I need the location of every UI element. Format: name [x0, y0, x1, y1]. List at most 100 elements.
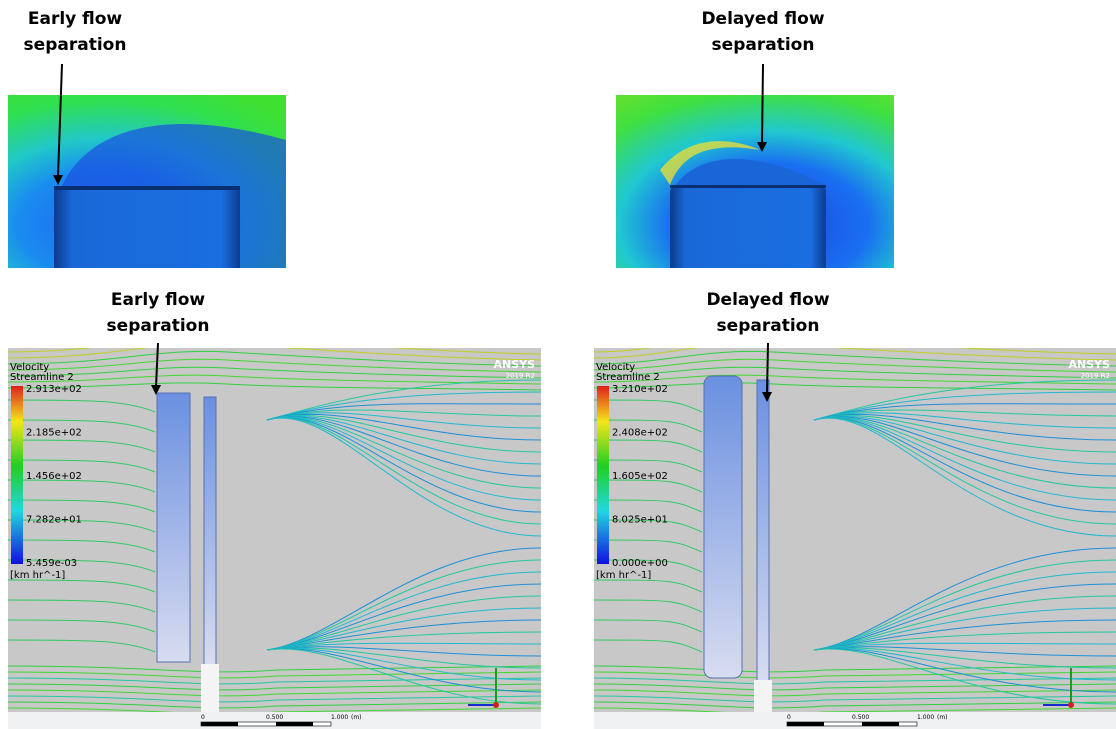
- streamline: [813, 409, 1116, 421]
- streamline: [8, 499, 156, 513]
- logo-version: 2019 R2: [506, 372, 535, 380]
- legend-value: 2.913e+02: [26, 384, 82, 395]
- streamline: [594, 399, 703, 413]
- plate: [756, 379, 770, 683]
- streamline: [8, 559, 156, 573]
- streamline: [8, 350, 541, 367]
- streamline: [266, 647, 541, 669]
- label: separation: [712, 35, 815, 55]
- streamline: [813, 648, 1116, 705]
- streamline: [8, 419, 156, 433]
- streamline: [8, 459, 156, 473]
- logo: ANSYS: [493, 358, 535, 371]
- arrow-head: [151, 385, 161, 395]
- streamline: [8, 479, 156, 493]
- streamline: [594, 374, 1116, 385]
- streamline: [813, 417, 1116, 537]
- streamline: [266, 379, 541, 421]
- streamline: [594, 358, 1116, 373]
- streamline: [813, 547, 1116, 651]
- scale-tick: 0.500: [852, 714, 869, 721]
- scale-unit: (m): [937, 714, 948, 721]
- streamline: [594, 479, 703, 493]
- streamline: [8, 677, 541, 685]
- streamline: [266, 631, 541, 651]
- streamline: [594, 619, 703, 633]
- legend-value: 5.459e-03: [26, 558, 77, 569]
- label: Delayed flow: [706, 290, 829, 310]
- streamline: [813, 647, 1116, 681]
- label: Early flow: [111, 290, 206, 310]
- streamline: [594, 579, 703, 593]
- streamline: [813, 642, 1116, 651]
- streamline: [813, 559, 1116, 651]
- streamline: [8, 579, 156, 593]
- streamline: [594, 701, 1116, 709]
- streamline: [813, 607, 1116, 651]
- scale-tick: 0: [787, 714, 791, 721]
- streamline: [266, 403, 541, 421]
- streamline: [813, 631, 1116, 651]
- scale-bar: [276, 722, 313, 726]
- streamline: [8, 671, 541, 679]
- scale-tick: 0: [201, 714, 205, 721]
- scale-bar: [787, 722, 824, 726]
- axis-origin: [493, 702, 499, 708]
- streamline: [594, 519, 703, 533]
- streamline: [8, 519, 156, 533]
- streamline: [8, 683, 541, 691]
- colorbar: [11, 386, 23, 564]
- label: separation: [107, 316, 210, 336]
- streamline: [813, 413, 1116, 441]
- legend-subtitle: Streamline 2: [10, 372, 74, 383]
- streamline: [813, 647, 1116, 669]
- streamline: [8, 639, 156, 653]
- closeup-delayed: [616, 95, 894, 268]
- streamline: [266, 559, 541, 651]
- streamline: [8, 539, 156, 553]
- arrow-head: [762, 392, 772, 402]
- legend-value: 0.000e+00: [612, 558, 668, 569]
- streamline: [266, 607, 541, 651]
- streamline: [266, 571, 541, 651]
- legend-unit: [km hr^-1]: [596, 570, 651, 581]
- streamline: [813, 646, 1116, 657]
- scale-bar: [201, 722, 238, 726]
- streamline: [594, 366, 1116, 379]
- streamline: [266, 417, 541, 537]
- streamline: [594, 559, 703, 573]
- streamline: [8, 439, 156, 453]
- axis-origin: [1068, 702, 1074, 708]
- streamline: [594, 350, 1116, 367]
- streamline: [594, 419, 703, 433]
- arrow: [155, 342, 159, 388]
- legend-value: 1.456e+02: [26, 471, 82, 482]
- label: separation: [24, 35, 127, 55]
- streamline: [594, 683, 1116, 691]
- colorbar: [597, 386, 609, 564]
- streamline: [594, 695, 1116, 703]
- streamline: [594, 439, 703, 453]
- streamline: [594, 539, 703, 553]
- streamline: [594, 382, 1116, 391]
- streamline: [594, 689, 1116, 697]
- streamline: [813, 415, 1116, 465]
- scale-tick: 1.000: [331, 714, 348, 721]
- arrow: [761, 63, 764, 145]
- streamline: [8, 695, 541, 703]
- streamline: [813, 648, 1116, 693]
- streamline: [8, 348, 541, 355]
- scale-unit: (m): [351, 714, 362, 721]
- streamline: [594, 459, 703, 473]
- legend-subtitle: Streamline 2: [596, 372, 660, 383]
- streamline: [594, 348, 1116, 361]
- streamline: [266, 391, 541, 421]
- legend-value: 8.025e+01: [612, 515, 668, 526]
- closeup-early: [8, 95, 286, 268]
- streamline: [813, 619, 1116, 651]
- plate: [203, 396, 217, 667]
- legend-unit: [km hr^-1]: [10, 570, 65, 581]
